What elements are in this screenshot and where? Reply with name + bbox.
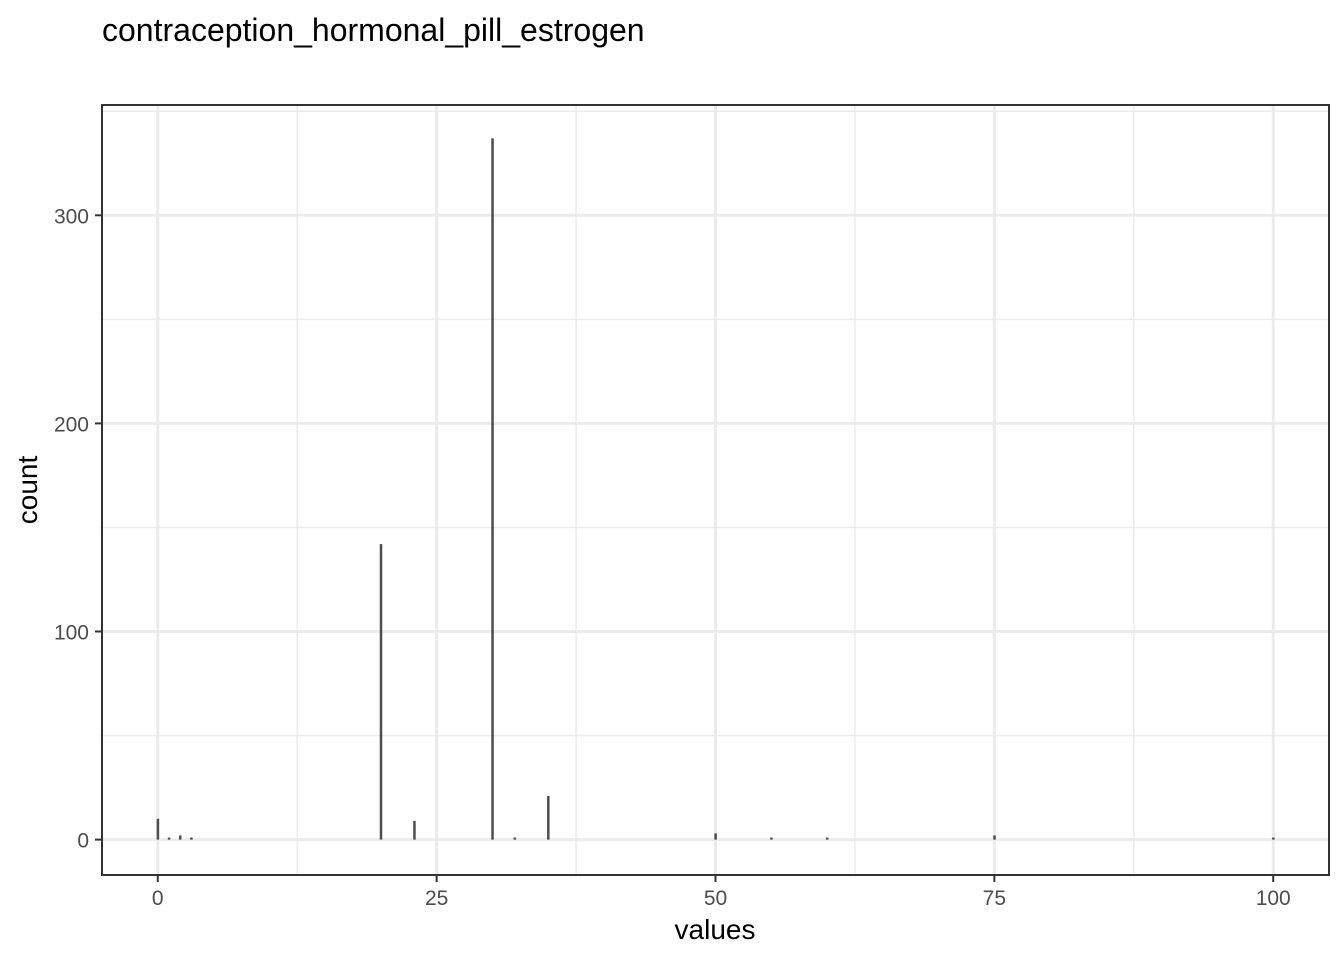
grid-layer	[102, 105, 1329, 875]
histogram-bar	[156, 818, 160, 840]
y-axis-title: count	[12, 456, 43, 525]
histogram-bar	[513, 837, 517, 840]
x-tick-label: 50	[704, 887, 727, 910]
histogram-bar	[167, 837, 171, 840]
bar-layer	[156, 138, 1275, 840]
histogram-bar	[491, 138, 494, 840]
x-tick-label: 75	[983, 887, 1006, 910]
y-tick-label: 0	[77, 830, 89, 853]
y-tick-label: 300	[54, 205, 89, 228]
histogram-bar	[825, 837, 829, 840]
histogram-bar	[190, 837, 193, 840]
chart-title: contraception_hormonal_pill_estrogen	[102, 12, 645, 48]
histogram-bar	[1272, 837, 1275, 840]
x-tick-label: 100	[1256, 887, 1291, 910]
histogram-bar	[547, 795, 550, 840]
x-tick-label: 0	[152, 887, 164, 910]
histogram-bar	[178, 835, 182, 840]
histogram-bar	[714, 833, 717, 840]
x-tick-label: 25	[425, 887, 448, 910]
y-tick-label: 200	[54, 413, 89, 436]
y-tick-label: 100	[54, 622, 89, 645]
histogram-bar	[770, 837, 773, 840]
axis-layer: 0 25 50 75 100 0 100 200 300	[54, 205, 1291, 910]
x-axis-title: values	[675, 914, 756, 945]
histogram-bar	[413, 820, 416, 840]
histogram-bar	[993, 835, 996, 840]
histogram-bar	[379, 544, 383, 840]
